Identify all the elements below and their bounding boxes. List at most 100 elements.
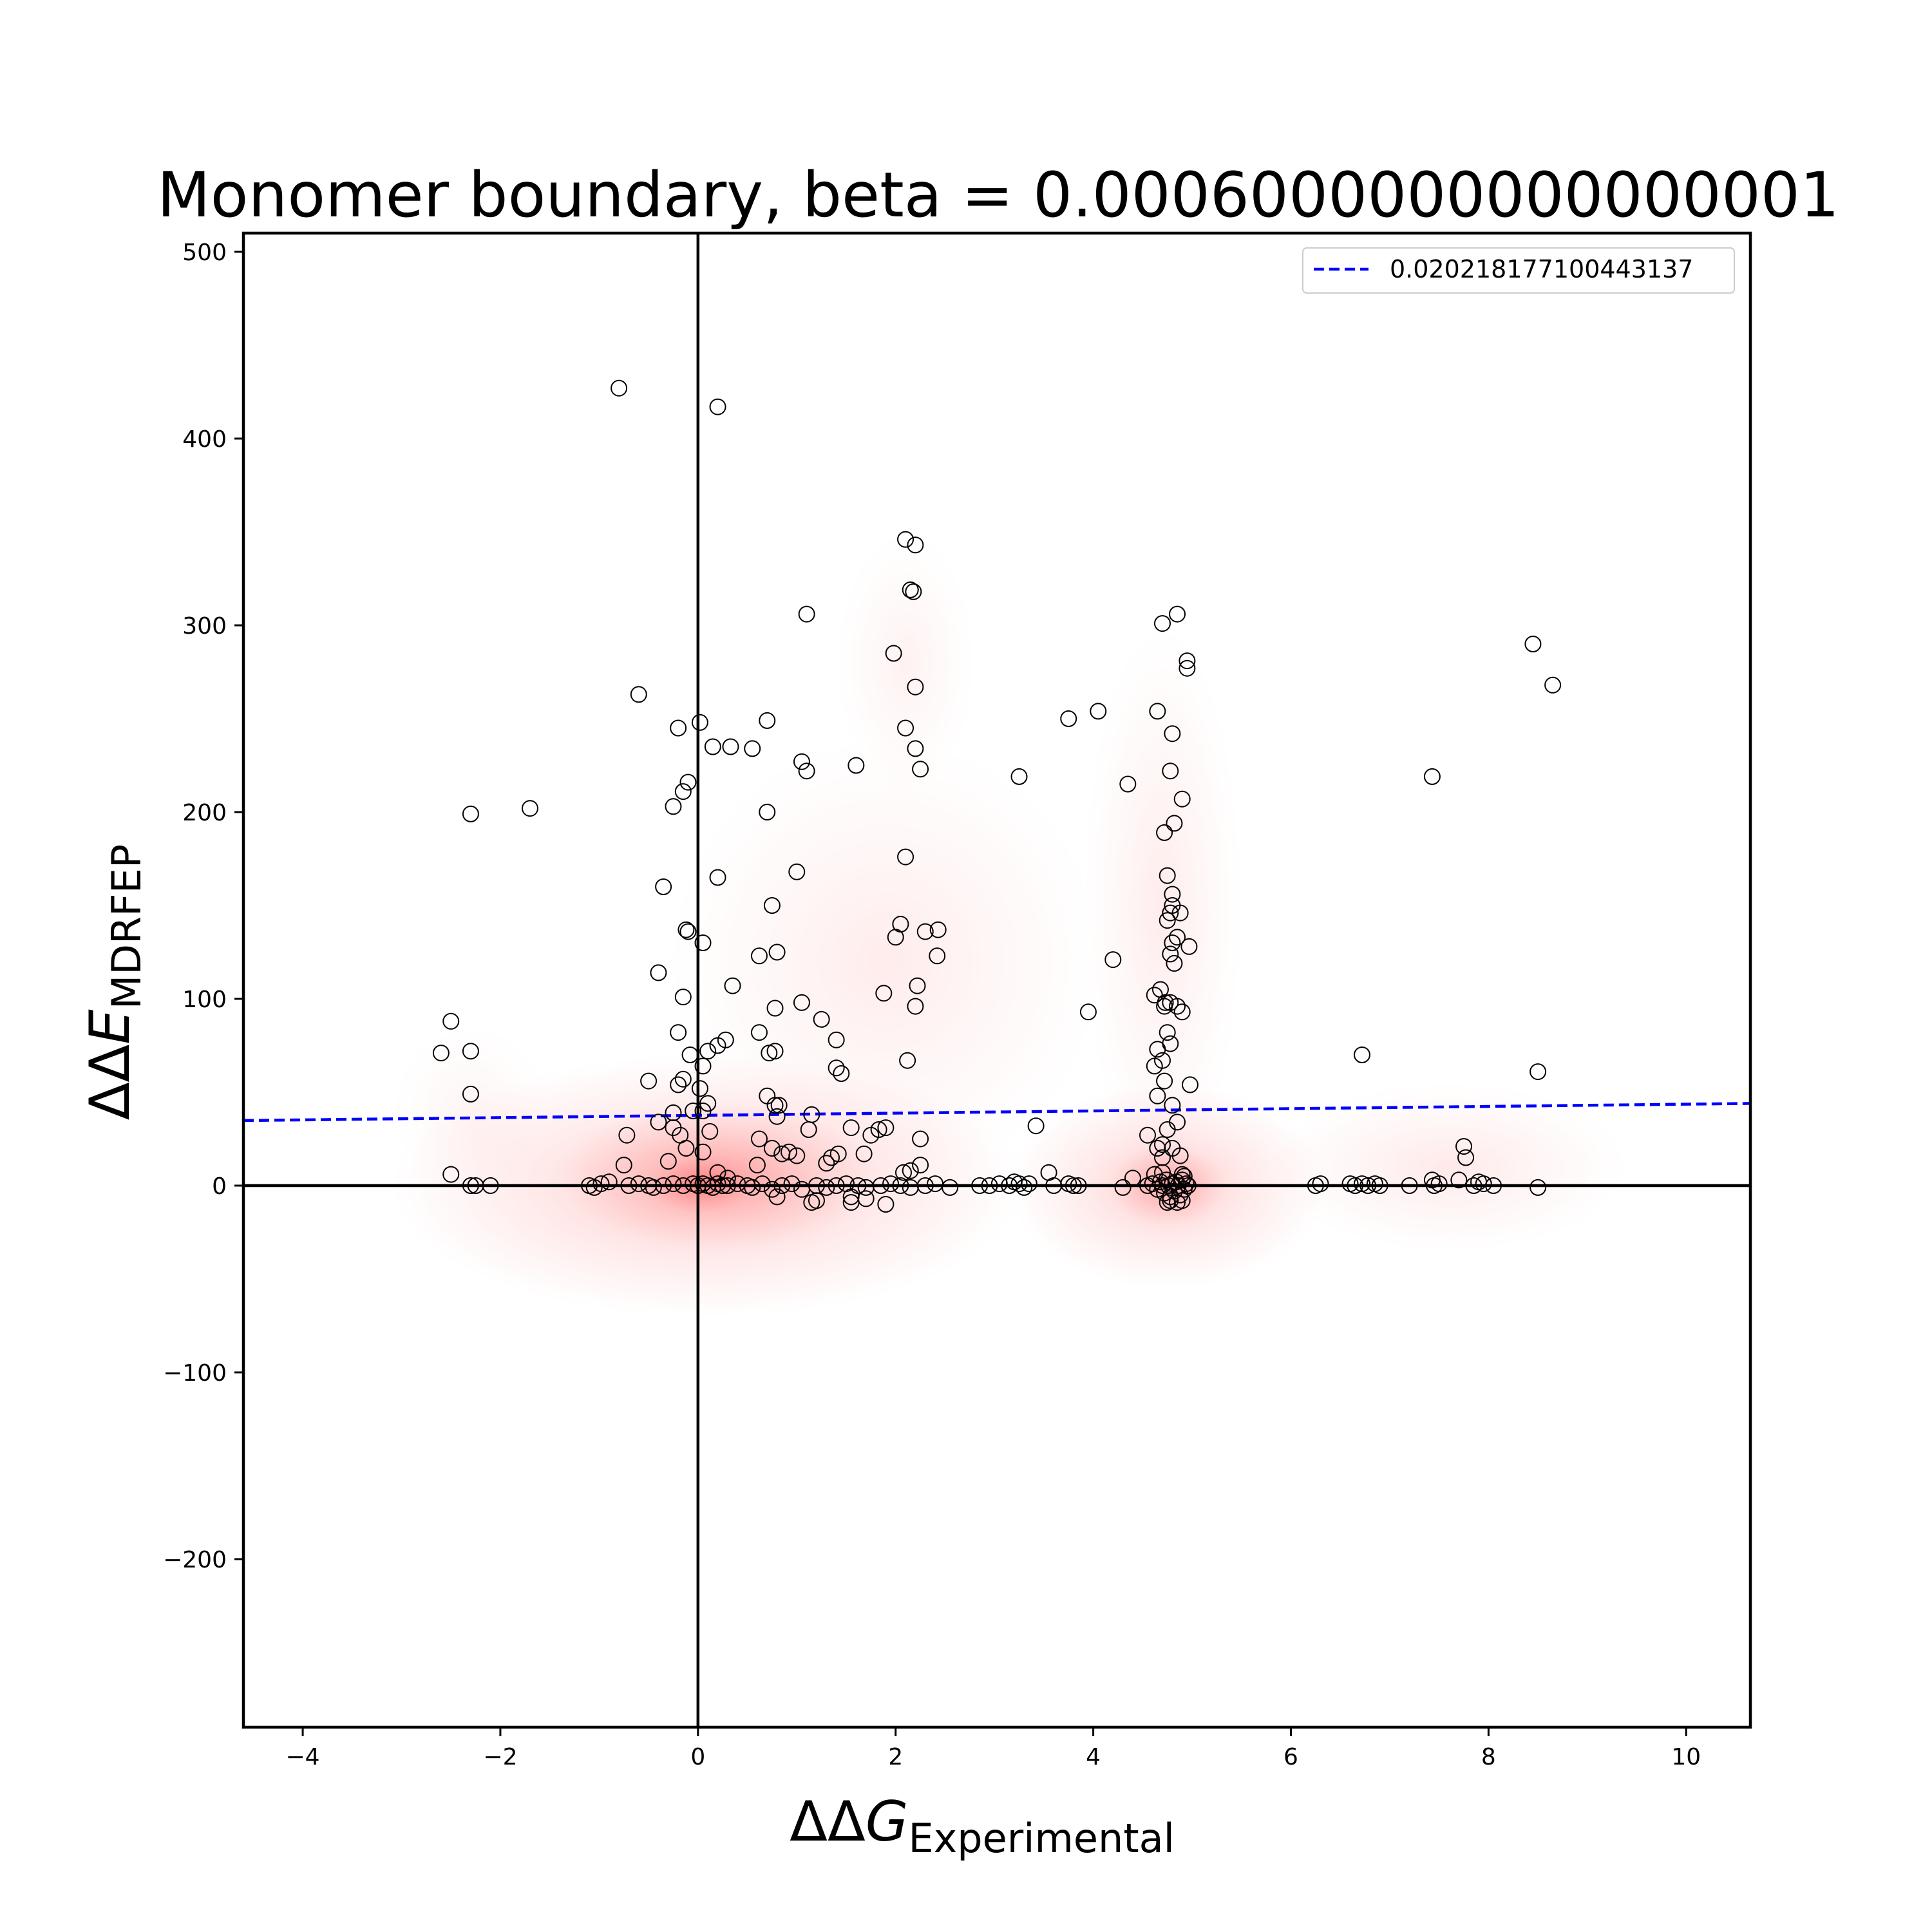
data-point <box>1010 1175 1028 1193</box>
data-point <box>1166 815 1183 832</box>
data-point <box>1149 703 1166 720</box>
data-point <box>1164 934 1181 951</box>
data-point <box>1169 998 1186 1015</box>
y-axis-ticks: −200 −100 0 100 200 300 400 500 <box>163 240 243 1573</box>
x-axis-ticks: −4 −2 0 2 4 6 8 10 <box>286 1727 1701 1770</box>
data-point <box>768 1188 786 1206</box>
data-point <box>1353 1046 1370 1063</box>
data-point <box>719 1177 736 1194</box>
data-point <box>828 1031 845 1048</box>
data-point <box>748 1157 766 1174</box>
x-axis-label: ΔΔGExperimental <box>790 1790 1175 1862</box>
data-point <box>665 1175 682 1193</box>
data-point <box>1457 1149 1475 1166</box>
data-point <box>781 1143 798 1160</box>
data-point <box>849 1177 867 1194</box>
y-tick-label: −100 <box>163 1360 227 1387</box>
data-point <box>659 1153 677 1170</box>
y-tick-label: 500 <box>182 240 227 266</box>
data-point <box>600 1173 618 1191</box>
density-blob <box>668 737 1103 1186</box>
data-points <box>432 379 1562 1213</box>
data-point <box>694 1103 712 1119</box>
data-point <box>432 1045 450 1062</box>
data-point <box>912 1130 929 1148</box>
data-point <box>902 1162 919 1179</box>
data-point <box>1423 768 1441 785</box>
data-point <box>694 1143 712 1160</box>
data-point <box>1530 1063 1547 1081</box>
data-point <box>1159 912 1176 929</box>
data-point <box>916 923 934 940</box>
data-point <box>618 1126 636 1144</box>
data-point <box>674 989 692 1006</box>
data-point <box>722 738 739 755</box>
x-tick-label: 0 <box>690 1744 705 1770</box>
data-point <box>897 848 914 866</box>
data-point <box>674 1070 692 1088</box>
data-point <box>759 804 776 820</box>
data-point <box>1173 1003 1191 1021</box>
y-tick-label: 0 <box>212 1173 227 1200</box>
x-tick-label: 8 <box>1481 1744 1496 1770</box>
data-point <box>1162 904 1179 922</box>
data-point <box>677 921 695 938</box>
legend: 0.020218177100443137 <box>1302 247 1735 294</box>
data-point <box>630 686 647 703</box>
data-point <box>1401 1177 1418 1194</box>
data-point <box>897 719 914 737</box>
data-point <box>581 1177 598 1194</box>
data-point <box>770 1097 788 1114</box>
data-point <box>1485 1177 1502 1194</box>
data-point <box>1524 636 1542 652</box>
data-point <box>763 897 781 914</box>
x-tick-label: −2 <box>483 1744 517 1770</box>
data-point <box>916 1177 934 1194</box>
chart-title: Monomer boundary, beta = 0.0006000000000… <box>157 159 1839 231</box>
data-point <box>971 1177 989 1194</box>
data-point <box>670 1024 687 1041</box>
data-point <box>1169 929 1186 946</box>
data-point <box>788 1147 806 1164</box>
data-point <box>907 740 924 757</box>
data-point <box>670 1076 687 1094</box>
data-point <box>909 977 926 994</box>
data-point <box>655 878 672 895</box>
density-blob <box>836 532 975 793</box>
data-point <box>592 1175 610 1193</box>
y-tick-label: 200 <box>182 800 227 826</box>
data-point <box>1359 1177 1377 1194</box>
data-point <box>1465 1177 1482 1194</box>
data-point <box>724 977 741 994</box>
data-point <box>1149 1087 1166 1104</box>
data-point <box>1179 652 1196 670</box>
data-point <box>808 1192 825 1209</box>
data-point <box>1166 954 1183 972</box>
data-point <box>833 1065 850 1082</box>
regression-line <box>243 1102 1750 1122</box>
data-point <box>674 783 692 800</box>
data-point <box>905 583 922 600</box>
data-point <box>929 947 946 965</box>
data-point <box>679 773 697 791</box>
data-point <box>1173 790 1191 808</box>
data-point <box>701 1122 719 1140</box>
data-point <box>1139 1126 1156 1144</box>
data-point <box>1090 703 1107 720</box>
plot-frame <box>242 231 1752 1729</box>
y-tick-label: 300 <box>182 613 227 639</box>
data-point <box>793 753 810 770</box>
data-point <box>1010 768 1028 785</box>
data-point <box>892 1177 909 1194</box>
y-tick-label: 400 <box>182 426 227 453</box>
data-point <box>929 921 947 938</box>
data-point <box>942 1179 959 1196</box>
data-point <box>1159 1024 1176 1041</box>
data-point <box>877 1196 895 1213</box>
data-point <box>750 1024 768 1041</box>
data-point <box>798 762 815 780</box>
data-point <box>1430 1175 1448 1193</box>
data-point <box>1070 1177 1087 1194</box>
data-point <box>1154 1136 1171 1153</box>
